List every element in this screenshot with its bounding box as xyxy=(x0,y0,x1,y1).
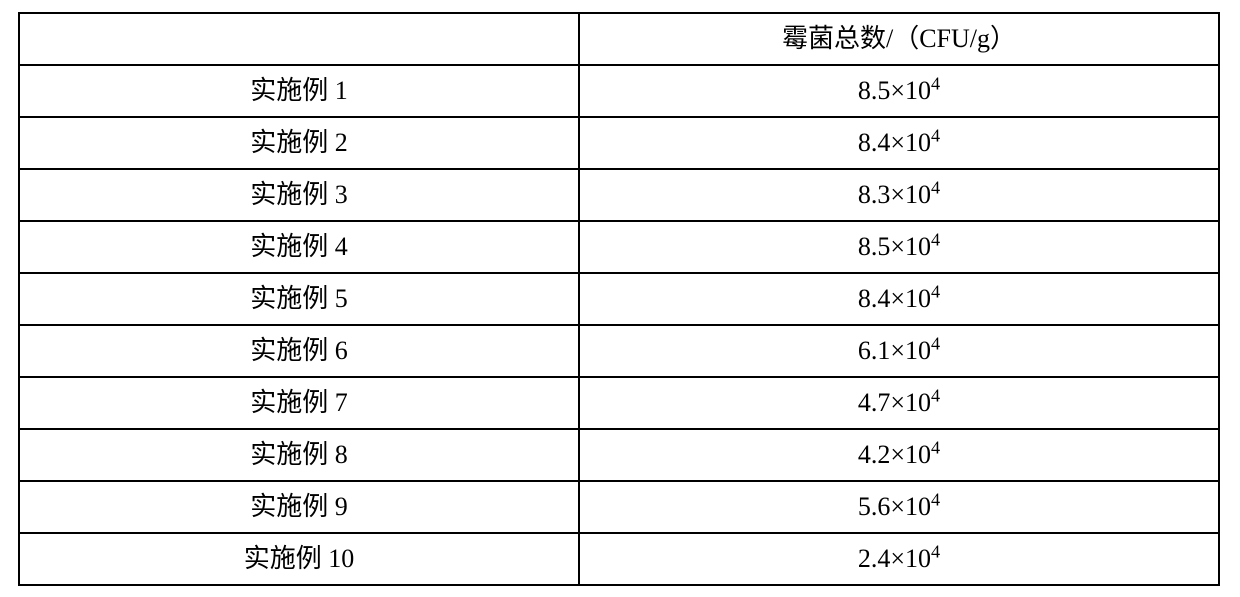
row-label: 实施例 2 xyxy=(19,117,579,169)
row-value: 8.5×104 xyxy=(579,221,1219,273)
value-exponent: 4 xyxy=(931,333,940,353)
value-times-ten: ×10 xyxy=(890,336,931,365)
row-label: 实施例 6 xyxy=(19,325,579,377)
value-times-ten: ×10 xyxy=(890,492,931,521)
table-row: 实施例 102.4×104 xyxy=(19,533,1219,585)
value-mantissa: 6.1 xyxy=(858,336,891,365)
table-row: 实施例 66.1×104 xyxy=(19,325,1219,377)
value-times-ten: ×10 xyxy=(890,440,931,469)
row-label: 实施例 4 xyxy=(19,221,579,273)
row-label: 实施例 9 xyxy=(19,481,579,533)
value-exponent: 4 xyxy=(931,437,940,457)
row-value: 4.7×104 xyxy=(579,377,1219,429)
value-exponent: 4 xyxy=(931,73,940,93)
row-value: 2.4×104 xyxy=(579,533,1219,585)
value-mantissa: 8.4 xyxy=(858,128,891,157)
value-mantissa: 8.5 xyxy=(858,76,891,105)
table-row: 实施例 38.3×104 xyxy=(19,169,1219,221)
value-times-ten: ×10 xyxy=(890,544,931,573)
row-label: 实施例 5 xyxy=(19,273,579,325)
table-row: 实施例 58.4×104 xyxy=(19,273,1219,325)
row-value: 6.1×104 xyxy=(579,325,1219,377)
value-mantissa: 4.7 xyxy=(858,388,891,417)
table-row: 实施例 28.4×104 xyxy=(19,117,1219,169)
value-exponent: 4 xyxy=(931,281,940,301)
value-exponent: 4 xyxy=(931,125,940,145)
row-value: 5.6×104 xyxy=(579,481,1219,533)
row-label: 实施例 7 xyxy=(19,377,579,429)
row-value: 8.3×104 xyxy=(579,169,1219,221)
table-row: 实施例 48.5×104 xyxy=(19,221,1219,273)
header-cell-mold-total: 霉菌总数/（CFU/g） xyxy=(579,13,1219,65)
value-exponent: 4 xyxy=(931,229,940,249)
value-mantissa: 8.3 xyxy=(858,180,891,209)
value-times-ten: ×10 xyxy=(890,388,931,417)
mold-count-table: 霉菌总数/（CFU/g） 实施例 18.5×104实施例 28.4×104实施例… xyxy=(18,12,1220,586)
table-header-row: 霉菌总数/（CFU/g） xyxy=(19,13,1219,65)
table-row: 实施例 95.6×104 xyxy=(19,481,1219,533)
row-label: 实施例 1 xyxy=(19,65,579,117)
table-row: 实施例 74.7×104 xyxy=(19,377,1219,429)
value-mantissa: 2.4 xyxy=(858,544,891,573)
value-exponent: 4 xyxy=(931,385,940,405)
row-label: 实施例 3 xyxy=(19,169,579,221)
value-mantissa: 5.6 xyxy=(858,492,891,521)
row-label: 实施例 8 xyxy=(19,429,579,481)
value-times-ten: ×10 xyxy=(890,128,931,157)
table-row: 实施例 18.5×104 xyxy=(19,65,1219,117)
value-exponent: 4 xyxy=(931,541,940,561)
header-cell-blank xyxy=(19,13,579,65)
value-times-ten: ×10 xyxy=(890,180,931,209)
value-mantissa: 4.2 xyxy=(858,440,891,469)
row-label: 实施例 10 xyxy=(19,533,579,585)
row-value: 8.4×104 xyxy=(579,273,1219,325)
value-exponent: 4 xyxy=(931,177,940,197)
value-mantissa: 8.5 xyxy=(858,232,891,261)
value-mantissa: 8.4 xyxy=(858,284,891,313)
value-times-ten: ×10 xyxy=(890,284,931,313)
value-times-ten: ×10 xyxy=(890,76,931,105)
value-times-ten: ×10 xyxy=(890,232,931,261)
table-row: 实施例 84.2×104 xyxy=(19,429,1219,481)
row-value: 8.4×104 xyxy=(579,117,1219,169)
value-exponent: 4 xyxy=(931,489,940,509)
row-value: 4.2×104 xyxy=(579,429,1219,481)
row-value: 8.5×104 xyxy=(579,65,1219,117)
